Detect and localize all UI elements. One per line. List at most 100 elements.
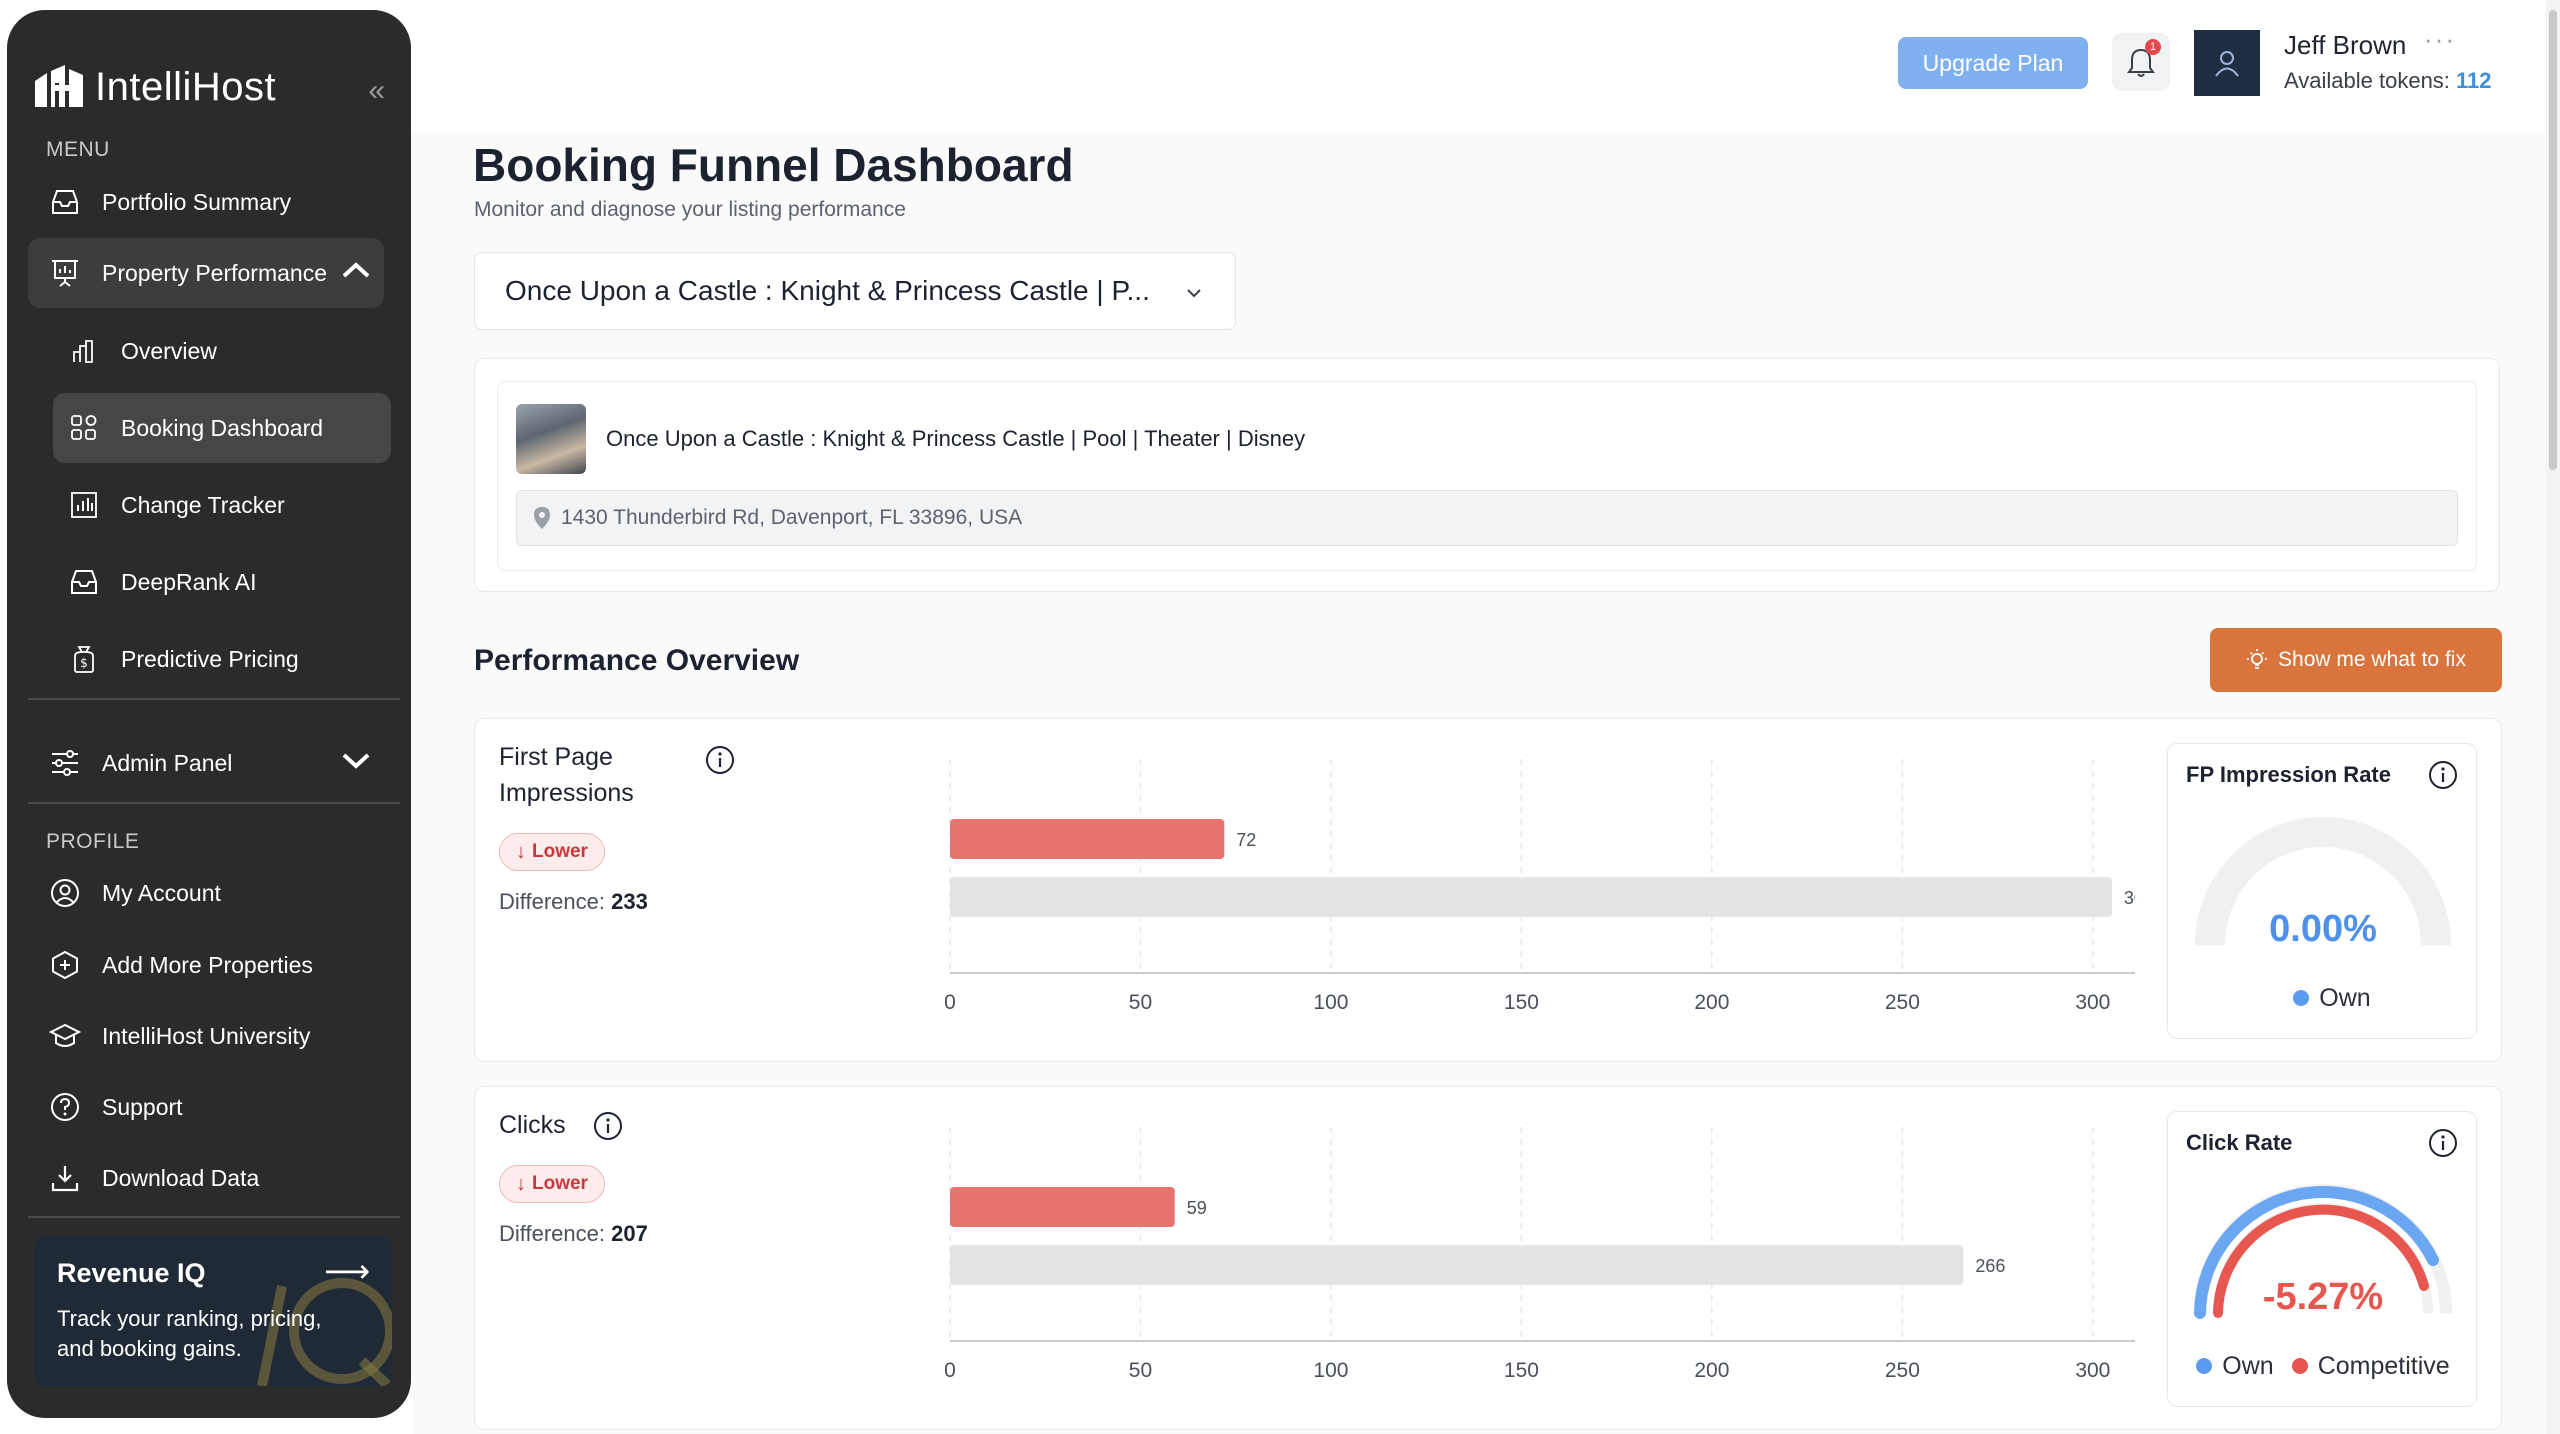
legend-own: Own: [2319, 984, 2371, 1012]
sidebar-item-booking-dashboard[interactable]: Booking Dashboard: [53, 393, 391, 463]
sidebar-item-download-data[interactable]: Download Data: [28, 1143, 384, 1213]
section-title: Performance Overview: [474, 644, 800, 677]
sidebar-item-intellihost-university[interactable]: IntelliHost University: [28, 1001, 384, 1071]
presentation-icon: [48, 256, 82, 290]
notification-badge: 1: [2145, 39, 2161, 55]
sidebar-item-label: My Account: [102, 879, 221, 906]
sidebar-item-deeprank-ai[interactable]: DeepRank AI: [53, 547, 391, 617]
scrollbar-thumb[interactable]: [2549, 10, 2557, 470]
arrow-right-icon[interactable]: ⟶: [324, 1253, 370, 1289]
sliders-icon: [48, 746, 82, 780]
sidebar-item-support[interactable]: Support: [28, 1072, 384, 1142]
sidebar-item-change-tracker[interactable]: Change Tracker: [53, 470, 391, 540]
sidebar-item-admin-panel[interactable]: Admin Panel: [28, 728, 384, 798]
tick-label: 200: [1694, 1359, 1729, 1377]
sidebar-item-portfolio-summary[interactable]: Portfolio Summary: [28, 167, 384, 237]
tokens-value: 112: [2455, 68, 2492, 93]
tick-label: 300: [2075, 1359, 2110, 1377]
property-address: 1430 Thunderbird Rd, Davenport, FL 33896…: [516, 490, 2458, 546]
sidebar-item-label: Add More Properties: [102, 951, 313, 978]
sidebar-item-label: Property Performance: [102, 259, 327, 286]
metric-card-first-page-impressions: First Page Impressions ↓ Lower Differenc…: [474, 718, 2502, 1062]
promo-text: Track your ranking, pricing, and booking…: [57, 1306, 322, 1361]
show-me-what-to-fix-button[interactable]: Show me what to fix: [2210, 628, 2502, 692]
menu-section-title: MENU: [46, 138, 110, 161]
info-icon[interactable]: [2428, 1128, 2458, 1158]
sidebar-item-overview[interactable]: Overview: [53, 316, 391, 386]
page-title: Booking Funnel Dashboard: [473, 139, 1074, 191]
data-label: 266: [1975, 1256, 2005, 1276]
more-options-icon[interactable]: ···: [2424, 24, 2456, 54]
sidebar-item-label: Admin Panel: [102, 749, 233, 776]
gauge-card-click-rate: Click Rate -5.27% Own Competitive: [2167, 1111, 2477, 1407]
divider: [28, 698, 400, 700]
status-badge: ↓ Lower: [499, 833, 605, 871]
info-icon[interactable]: [593, 1111, 623, 1141]
top-bar: Upgrade Plan 1 Jeff Brown ··· Available …: [412, 0, 2560, 132]
badge-label: Lower: [532, 1173, 588, 1194]
legend-competitive: Competitive: [2317, 1352, 2450, 1380]
property-selector[interactable]: Once Upon a Castle : Knight & Princess C…: [474, 252, 1236, 330]
tick-label: 150: [1504, 1359, 1539, 1377]
chevron-up-icon[interactable]: [340, 258, 372, 288]
difference-label: Difference:: [499, 1221, 605, 1246]
gauge-legend: Own: [2168, 984, 2478, 1013]
money-bag-icon: $: [69, 644, 99, 674]
brand-logo[interactable]: IntelliHost: [31, 60, 276, 114]
divider: [28, 802, 400, 804]
revenue-iq-promo[interactable]: Revenue IQ ⟶ Track your ranking, pricing…: [34, 1236, 392, 1386]
user-name[interactable]: Jeff Brown: [2284, 30, 2407, 60]
sidebar: IntelliHost « MENU Portfolio Summary Pro…: [7, 10, 411, 1418]
property-thumbnail[interactable]: [516, 404, 586, 474]
data-label: 59: [1187, 1198, 1207, 1218]
bar-own: [950, 819, 1225, 859]
page-subtitle: Monitor and diagnose your listing perfor…: [474, 198, 906, 221]
notifications-button[interactable]: 1: [2112, 33, 2170, 91]
collapse-sidebar-icon[interactable]: «: [368, 74, 385, 107]
tick-label: 0: [944, 1359, 956, 1377]
inbox-icon: [48, 185, 82, 219]
avatar[interactable]: [2194, 30, 2260, 96]
tick-label: 100: [1313, 991, 1348, 1009]
inbox-icon: [69, 567, 99, 597]
gauge-title: Click Rate: [2186, 1130, 2293, 1155]
scrollbar[interactable]: [2546, 0, 2560, 1434]
plus-hexagon-icon: [48, 948, 82, 982]
sidebar-item-predictive-pricing[interactable]: $ Predictive Pricing: [53, 624, 391, 694]
sidebar-item-property-performance[interactable]: Property Performance: [28, 238, 384, 308]
tick-label: 200: [1694, 991, 1729, 1009]
tick-label: 250: [1885, 1359, 1920, 1377]
user-icon: [2215, 51, 2239, 77]
upgrade-plan-button[interactable]: Upgrade Plan: [1898, 37, 2088, 89]
legend-own: Own: [2222, 1352, 2274, 1380]
sidebar-item-add-more-properties[interactable]: Add More Properties: [28, 930, 384, 1000]
sidebar-item-label: IntelliHost University: [102, 1022, 311, 1049]
click-rate-gauge: [2194, 1184, 2452, 1319]
property-card: Once Upon a Castle : Knight & Princess C…: [474, 358, 2500, 592]
selected-property: Once Upon a Castle : Knight & Princess C…: [505, 275, 1150, 306]
fix-button-label: Show me what to fix: [2278, 648, 2466, 671]
profile-section-title: PROFILE: [46, 830, 140, 853]
gauge-title: FP Impression Rate: [2186, 762, 2391, 787]
bar-own: [950, 1187, 1175, 1227]
divider: [28, 1216, 400, 1218]
metric-title: First Page Impressions: [499, 743, 634, 807]
bar-competitive: [950, 1245, 1964, 1285]
graduation-cap-icon: [48, 1019, 82, 1053]
info-icon[interactable]: [705, 745, 735, 775]
property-info: Once Upon a Castle : Knight & Princess C…: [497, 381, 2477, 571]
tick-label: 0: [944, 991, 956, 1009]
arrow-down-icon: ↓: [516, 1172, 526, 1195]
info-icon[interactable]: [2428, 760, 2458, 790]
chart-icon: [69, 490, 99, 520]
arrow-down-icon: ↓: [516, 840, 526, 863]
first-page-impressions-chart: 05010015020025030033672305: [944, 759, 2135, 1009]
legend-dot-own: [2293, 990, 2310, 1006]
grid-icon: [69, 413, 99, 443]
difference-value: 207: [611, 1221, 648, 1246]
legend-dot-own: [2196, 1358, 2213, 1374]
chevron-down-icon[interactable]: [340, 748, 372, 778]
data-label: 305: [2124, 888, 2135, 908]
sidebar-item-my-account[interactable]: My Account: [28, 858, 384, 928]
gauge-value: 0.00%: [2269, 908, 2377, 950]
